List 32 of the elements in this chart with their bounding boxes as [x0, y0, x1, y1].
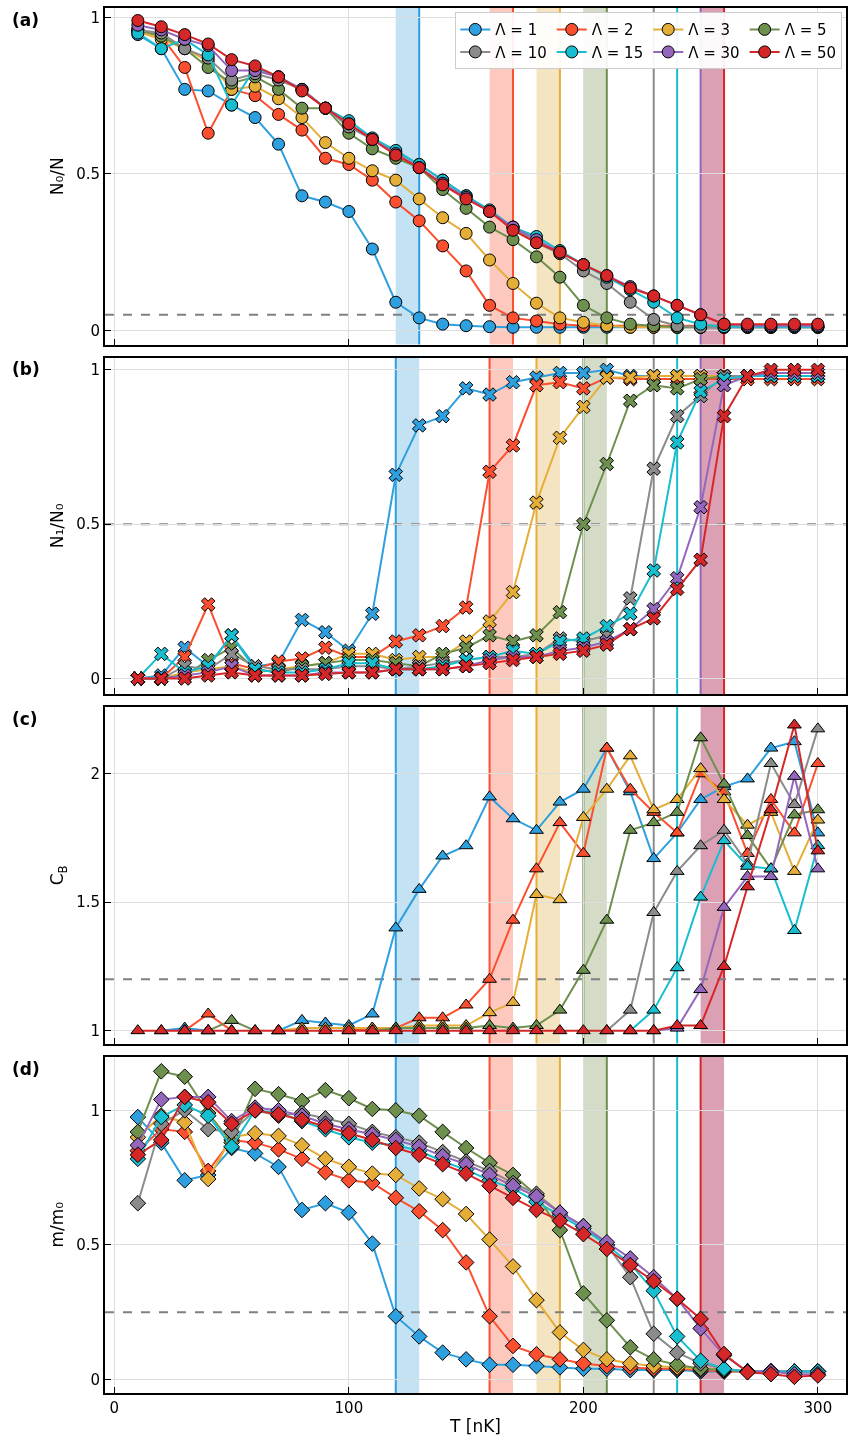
y-tick-label: 1 — [90, 361, 100, 380]
y-axis-title: N₀/N — [47, 157, 68, 196]
y-tick-label: 2 — [90, 765, 100, 784]
x-tick-label: 200 — [569, 1399, 598, 1417]
chart-title: (a) — [12, 10, 40, 30]
y-tick-label: 1 — [90, 8, 100, 27]
x-axis-title: T [nK] — [449, 1415, 501, 1436]
legend-label: Λ = 15 — [591, 43, 644, 62]
y-axis-title: N₁/N₀ — [47, 503, 68, 549]
chart-title: (b) — [12, 359, 40, 379]
y-tick-label: 1.5 — [76, 893, 100, 912]
y-tick-label: 0 — [90, 321, 100, 340]
legend-label: Λ = 30 — [688, 43, 740, 62]
legend-label: Λ = 1 — [495, 21, 538, 40]
x-tick-label: 0 — [109, 1399, 120, 1417]
legend-label: Λ = 2 — [591, 21, 634, 40]
legend-label: Λ = 50 — [784, 43, 837, 62]
y-tick-label: 0 — [90, 1370, 100, 1389]
y-tick-label: 1 — [90, 1021, 100, 1040]
chart-title: (c) — [12, 709, 38, 729]
x-tick-label: 100 — [334, 1399, 364, 1417]
y-tick-label: 0 — [90, 669, 100, 688]
y-tick-label: 0.5 — [76, 165, 100, 184]
y-tick-label: 0.5 — [76, 515, 100, 534]
y-tick-label: 1 — [90, 1101, 100, 1120]
legend-label: Λ = 5 — [784, 21, 827, 40]
legend-label: Λ = 3 — [688, 21, 731, 40]
y-tick-label: 0.5 — [76, 1236, 100, 1255]
chart-title: (d) — [12, 1059, 40, 1079]
x-tick-label: 300 — [803, 1399, 833, 1417]
legend-label: Λ = 10 — [495, 43, 547, 62]
y-axis-title: m/m₀ — [47, 1201, 68, 1248]
